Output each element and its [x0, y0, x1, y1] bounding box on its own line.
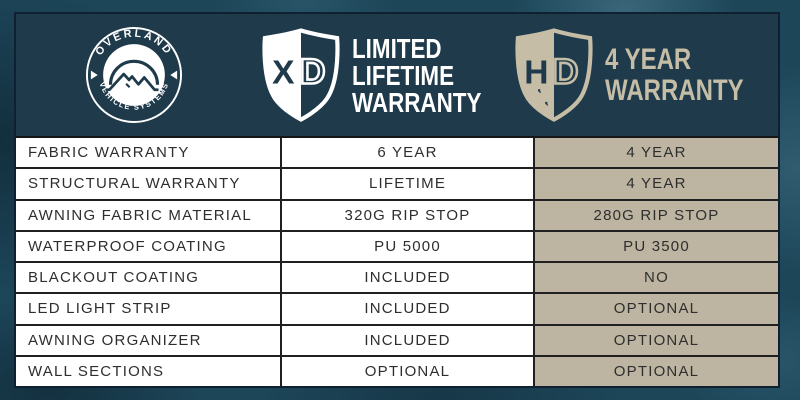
xd-value: PU 5000 [280, 231, 533, 261]
table-row: LED LIGHT STRIP INCLUDED OPTIONAL [16, 292, 778, 324]
comparison-table: OVERLAND VEHICLE SYSTEMS [14, 12, 780, 388]
xd-value: INCLUDED [280, 325, 533, 355]
hd-value: 4 YEAR [533, 169, 778, 199]
table-row: AWNING FABRIC MATERIAL 320G RIP STOP 280… [16, 198, 778, 230]
feature-label: FABRIC WARRANTY [16, 138, 280, 168]
hd-header-cell: H D 4 YEAR WARRANTY [506, 14, 778, 136]
table-row: FABRIC WARRANTY 6 YEAR 4 YEAR [16, 138, 778, 168]
table-row: BLACKOUT COATING INCLUDED NO [16, 261, 778, 293]
hd-shield-icon: H D [515, 28, 593, 122]
table-body: FABRIC WARRANTY 6 YEAR 4 YEAR STRUCTURAL… [16, 138, 778, 386]
xd-value: 320G RIP STOP [280, 200, 533, 230]
feature-label: BLACKOUT COATING [16, 263, 280, 293]
xd-star-icon [300, 100, 308, 110]
hd-value: OPTIONAL [533, 294, 778, 324]
xd-title-line-3: WARRANTY [351, 86, 482, 118]
overland-vehicle-systems-logo-icon: OVERLAND VEHICLE SYSTEMS [86, 26, 183, 124]
xd-title-line-2: LIFETIME [351, 59, 454, 91]
xd-value: LIFETIME [280, 169, 533, 199]
hd-stars-icon [537, 89, 548, 107]
hd-title-line-2: WARRANTY [604, 74, 744, 107]
feature-label: AWNING ORGANIZER [16, 325, 280, 355]
feature-label: WALL SECTIONS [16, 356, 280, 386]
feature-label: AWNING FABRIC MATERIAL [16, 200, 280, 230]
hd-letter-h: H [524, 54, 548, 91]
brand-header-cell: OVERLAND VEHICLE SYSTEMS [16, 14, 253, 136]
xd-letter-d: D [300, 52, 325, 91]
mountain-icon [105, 59, 160, 92]
hd-value: OPTIONAL [533, 325, 778, 355]
table-row: WALL SECTIONS OPTIONAL OPTIONAL [16, 354, 778, 386]
hd-value: NO [533, 263, 778, 293]
hd-value: 280G RIP STOP [533, 200, 778, 230]
feature-label: STRUCTURAL WARRANTY [16, 169, 280, 199]
xd-header-cell: X D LIMITED LIFETIME WARRANTY [253, 14, 506, 136]
xd-value: OPTIONAL [280, 356, 533, 386]
hd-title-line-1: 4 YEAR [604, 43, 691, 76]
right-triangle-icon [170, 70, 178, 80]
xd-shield-icon: X D [262, 28, 340, 122]
xd-value: 6 YEAR [280, 138, 533, 168]
hd-letter-d: D [553, 52, 578, 91]
hd-value: OPTIONAL [533, 356, 778, 386]
hd-value: PU 3500 [533, 231, 778, 261]
xd-warranty-title: LIMITED LIFETIME WARRANTY [351, 32, 482, 118]
table-row: WATERPROOF COATING PU 5000 PU 3500 [16, 229, 778, 261]
xd-value: INCLUDED [280, 294, 533, 324]
xd-title-line-1: LIMITED [351, 32, 442, 64]
xd-value: INCLUDED [280, 263, 533, 293]
hd-warranty-title: 4 YEAR WARRANTY [605, 44, 744, 106]
table-row: STRUCTURAL WARRANTY LIFETIME 4 YEAR [16, 167, 778, 199]
table-row: AWNING ORGANIZER INCLUDED OPTIONAL [16, 323, 778, 355]
table-header: OVERLAND VEHICLE SYSTEMS [16, 14, 778, 138]
feature-label: LED LIGHT STRIP [16, 294, 280, 324]
left-triangle-icon [91, 70, 99, 80]
hd-value: 4 YEAR [533, 138, 778, 168]
xd-letter-x: X [272, 54, 295, 91]
feature-label: WATERPROOF COATING [16, 231, 280, 261]
